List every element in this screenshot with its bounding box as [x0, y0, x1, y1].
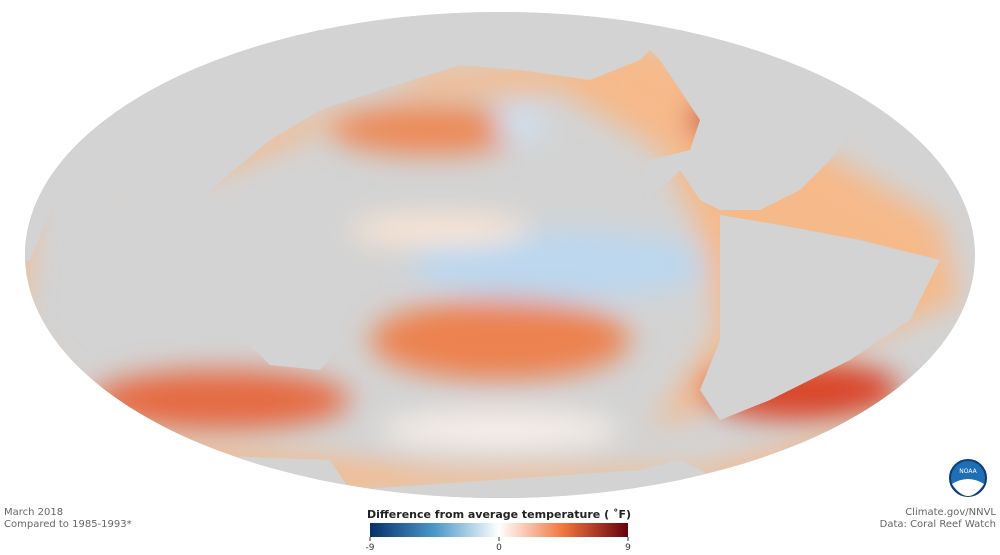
source: Climate.gov/NNVL: [905, 507, 996, 518]
baseline-note: Compared to 1985-1993*: [4, 519, 132, 530]
svg-text:NOAA: NOAA: [959, 468, 977, 475]
noaa-logo: NOAA: [949, 459, 987, 497]
color-bar: [370, 523, 628, 537]
legend-ticks: -9 0 9: [366, 537, 631, 553]
legend-title: Difference from average temperature ( ˚F…: [367, 508, 631, 521]
tick-label: 0: [496, 543, 502, 553]
date: March 2018: [4, 507, 63, 518]
tick-label: -9: [366, 543, 375, 553]
tick-label: 9: [625, 543, 631, 553]
data-credit: Data: Coral Reef Watch: [880, 519, 996, 530]
